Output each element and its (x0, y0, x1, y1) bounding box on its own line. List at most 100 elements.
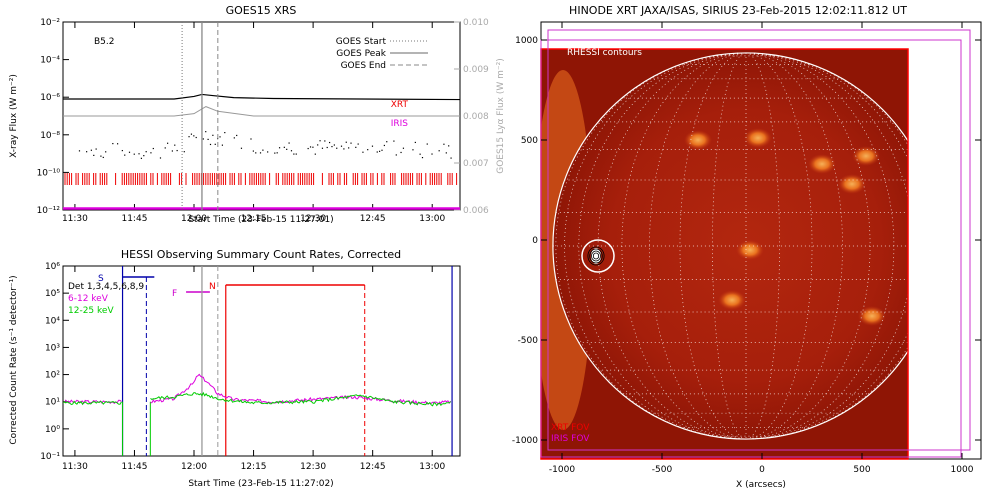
low-channel-point (290, 150, 293, 152)
low-channel-point (164, 147, 166, 149)
low-channel-point (328, 141, 331, 144)
low-channel-point (438, 150, 440, 152)
low-channel-point (212, 134, 214, 136)
low-channel-point (190, 133, 193, 135)
low-channel-point (262, 149, 264, 151)
low-channel-point (78, 150, 81, 152)
xrt-fov-label: XRT FOV (551, 423, 590, 433)
low-channel-point (414, 141, 416, 144)
low-channel-point (381, 149, 383, 151)
low-channel-point (379, 150, 381, 152)
low-channel-point (312, 146, 314, 148)
low-channel-point (112, 142, 114, 145)
hessi-y-label: Corrected Count Rate (s⁻¹ detector⁻¹) (9, 275, 19, 444)
low-channel-point (140, 157, 143, 159)
xrt-title: HINODE XRT JAXA/ISAS, SIRIUS 23-Feb-2015… (569, 4, 907, 17)
y-tick-label: 10⁻¹ (40, 452, 60, 462)
low-channel-point (450, 157, 452, 159)
low-channel-point (307, 147, 309, 150)
low-channel-point (255, 152, 257, 154)
rhessi-contours (581, 239, 615, 273)
x-tick-label: 11:45 (121, 214, 147, 224)
right-tick-label: 0.007 (463, 159, 489, 169)
series-12-25kev (63, 400, 122, 406)
low-channel-point (209, 143, 212, 146)
goes-class-label: B5.2 (94, 37, 115, 47)
goes-y-axis: 10⁻² 10⁻⁴ 10⁻⁶ 10⁻⁸ 10⁻¹⁰ 10⁻¹² (37, 18, 69, 216)
xrt-image-panel: HINODE XRT JAXA/ISAS, SIRIUS 23-Feb-2015… (512, 4, 982, 490)
longitude-line (621, 52, 747, 440)
flag-flare: F (172, 289, 177, 299)
x-tick-label: 13:00 (419, 462, 445, 472)
low-channel-point (348, 147, 350, 149)
low-channel-point (402, 147, 405, 149)
low-channel-point (221, 144, 223, 146)
active-regions (684, 128, 886, 326)
low-channel-point (86, 151, 88, 153)
low-channel-point (317, 144, 319, 146)
y-tick-label: 10¹ (45, 398, 60, 408)
low-channel-point (202, 138, 204, 140)
goes-y-label: X-ray Flux (W m⁻²) (9, 74, 19, 158)
right-tick-label: 0.006 (463, 206, 489, 216)
low-channel-point (233, 137, 235, 139)
low-channel-point (331, 145, 333, 148)
x-tick-label: 12:45 (360, 462, 386, 472)
low-channel-point (188, 136, 190, 138)
x-tick-label: 12:00 (181, 462, 207, 472)
low-channel-point (150, 152, 152, 154)
heliographic-grid (552, 52, 908, 440)
low-channel-point (159, 157, 162, 159)
x-tick-label: 11:30 (62, 462, 88, 472)
hessi-title: HESSI Observing Summary Count Rates, Cor… (121, 248, 401, 261)
iris-fov-box (547, 29, 971, 451)
longitude-line (597, 52, 747, 440)
hessi-y-axis: 10⁶ 10⁵ 10⁴ 10³ 10² 10¹ 10⁰ 10⁻¹ (40, 262, 69, 462)
low-channel-point (143, 155, 145, 157)
goes-title: GOES15 XRS (226, 4, 297, 17)
low-channel-point (321, 147, 324, 149)
low-channel-point (283, 146, 285, 148)
hessi-panel: HESSI Observing Summary Count Rates, Cor… (9, 248, 461, 489)
low-channel-point (105, 151, 107, 153)
goes-right-y-label: GOES15 Lyα Flux (W m⁻²) (496, 58, 506, 174)
low-channel-point (236, 134, 238, 137)
x-tick-label: 12:30 (300, 214, 326, 224)
active-region (852, 146, 880, 166)
low-channel-point (400, 151, 402, 154)
low-channel-point (350, 142, 352, 144)
longitude-line (564, 52, 747, 440)
low-channel-point (267, 151, 269, 153)
low-channel-point (319, 140, 321, 142)
low-channel-point (116, 143, 119, 145)
right-tick-label: 0.009 (463, 65, 489, 75)
legend-goes-start: GOES Start (336, 37, 387, 47)
longitude-line (745, 52, 871, 440)
x-tick-label: 12:15 (241, 462, 267, 472)
longitude-line (745, 52, 908, 440)
longitude-line (745, 52, 908, 440)
x-tick-label: 11:45 (121, 462, 147, 472)
longitude-line (745, 52, 895, 440)
sun-limb (552, 52, 908, 440)
y-tick-label: 10³ (45, 343, 60, 353)
longitude-line (745, 52, 780, 440)
xrt-x-axis: -1000 -500 0 500 1000 (549, 22, 974, 475)
flare-circle (581, 239, 615, 273)
low-channel-point (357, 143, 359, 145)
y-tick-label: -1000 (512, 436, 538, 446)
y-tick-label: -500 (518, 336, 539, 346)
longitude-line (712, 52, 747, 440)
longitude-line (745, 52, 908, 440)
x-tick-label: 12:00 (181, 214, 207, 224)
low-channel-point (295, 153, 297, 155)
low-channel-point (431, 153, 433, 155)
goes-xrs-panel: GOES15 XRS 10⁻² 10⁻⁴ 10⁻⁶ 10⁻⁸ 10⁻¹⁰ 10⁻¹² 0.… (9, 4, 506, 225)
x-tick-label: 13:00 (419, 214, 445, 224)
low-channel-point (448, 145, 450, 147)
low-channel-point (426, 143, 428, 145)
xrt-x-label: X (arcsecs) (736, 480, 786, 490)
x-tick-label: 12:45 (360, 214, 386, 224)
low-channel-point (171, 150, 173, 152)
